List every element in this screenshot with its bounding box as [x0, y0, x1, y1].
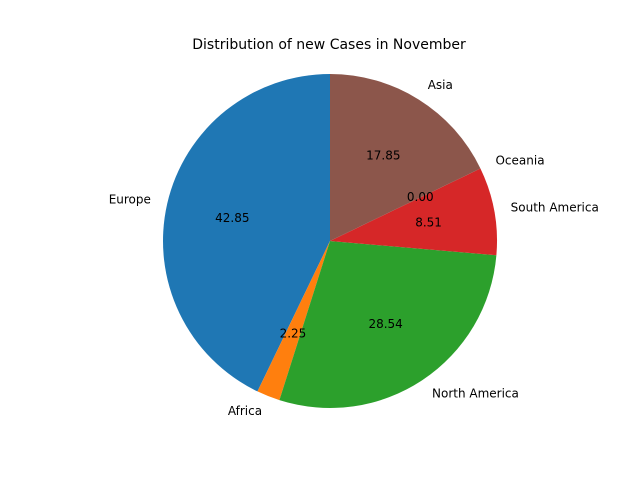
pie-slice-south-america [330, 168, 497, 256]
slice-value-asia: 17.85 [366, 149, 400, 163]
labels-layer: Europe 42.85 Africa 2.25 North America 28.54 S… [109, 78, 599, 418]
slice-label-south-america: South America [511, 200, 599, 214]
pie-slice-africa [257, 241, 330, 401]
slice-value-south-america: 8.51 [415, 215, 442, 229]
slice-value-oceania: 0.00 [407, 190, 434, 204]
slice-label-north-america: North America [432, 386, 519, 400]
chart-title: Distribution of new Cases in November [192, 37, 466, 53]
slice-label-asia: Asia [428, 78, 453, 92]
slices-layer [163, 74, 497, 408]
slice-label-europe: Europe [109, 193, 151, 207]
pie-slice-europe [163, 74, 330, 392]
slice-label-oceania: Oceania [495, 154, 544, 168]
slice-value-north-america: 28.54 [368, 317, 402, 331]
slice-value-africa: 2.25 [280, 327, 307, 341]
pie-slice-asia [330, 74, 481, 241]
pie-slice-north-america [279, 241, 497, 408]
slice-value-europe: 42.85 [215, 211, 249, 225]
slice-label-africa: Africa [228, 404, 262, 418]
